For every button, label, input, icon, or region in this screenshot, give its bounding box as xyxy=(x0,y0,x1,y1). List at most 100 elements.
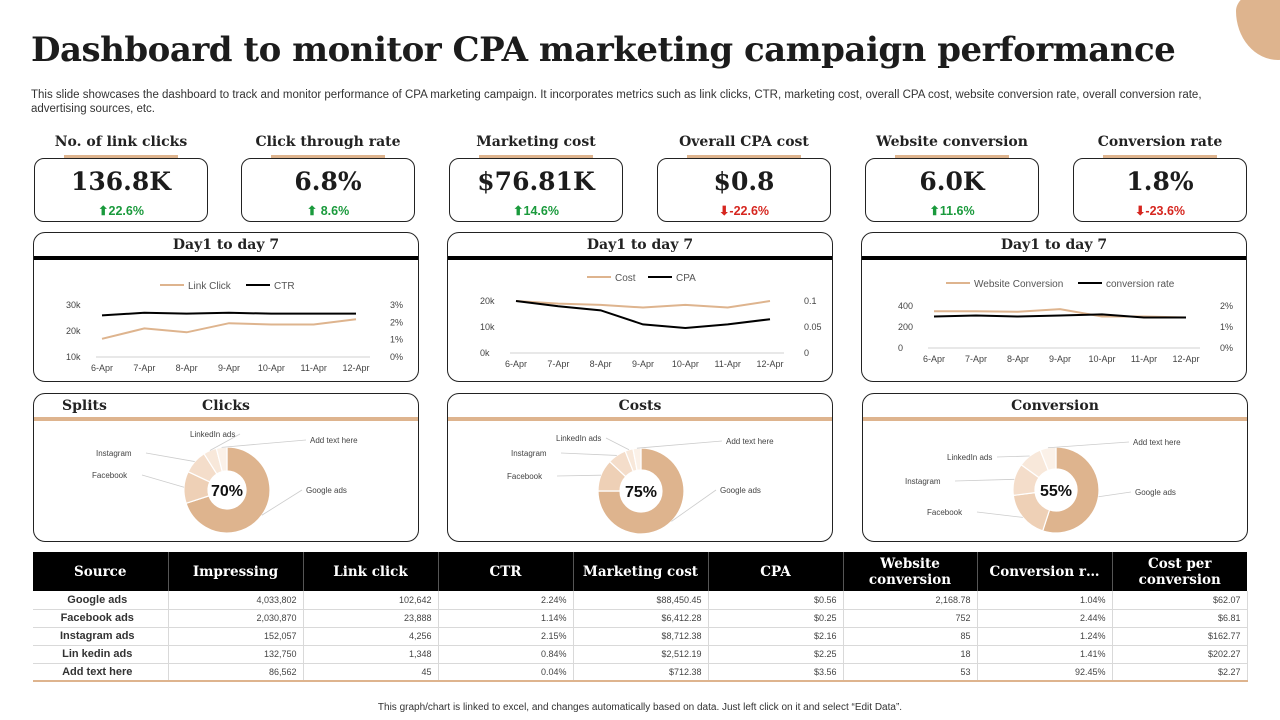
y-tick-left: 400 xyxy=(898,301,913,311)
x-tick-label: 9-Apr xyxy=(218,363,240,373)
y-tick-left: 30k xyxy=(66,300,81,310)
kpi-value: $76.81K xyxy=(477,167,595,196)
x-tick-label: 6-Apr xyxy=(91,363,113,373)
leader-line xyxy=(954,478,1015,482)
y-tick-left: 0k xyxy=(480,348,490,358)
leader-line xyxy=(1047,441,1130,449)
table-cell: $0.56 xyxy=(708,591,844,610)
table-cell: $8,712.38 xyxy=(573,627,709,646)
table-row: Instagram ads 152,057 4,256 2.15% $8,712.38 $… xyxy=(33,627,1248,646)
donut-clicks[interactable]: Google ads Facebook Instagram LinkedIn ads A… xyxy=(34,394,419,542)
kpi-accent-bar xyxy=(1103,155,1217,160)
title-divider xyxy=(448,417,832,421)
table-row-source: Facebook ads xyxy=(33,609,169,628)
x-tick-label: 7-Apr xyxy=(133,363,155,373)
kpi-change: ⬆ 8.6% xyxy=(306,204,350,218)
kpi-card: 136.8K ⬆22.6% xyxy=(34,158,208,222)
y-tick-right: 1% xyxy=(390,335,403,345)
donut-slice-add-text-here[interactable] xyxy=(215,446,228,473)
table-cell: 53 xyxy=(843,663,978,682)
x-tick-label: 10-Apr xyxy=(258,363,285,373)
table-cell: $6.81 xyxy=(1112,609,1248,628)
leader-line xyxy=(145,452,195,462)
source-table: Source Impressing Link click CTR Marketing c… xyxy=(33,552,1248,682)
y-tick-right: 0.1 xyxy=(804,296,817,306)
x-tick-label: 10-Apr xyxy=(1088,354,1115,364)
table-row: Google ads 4,033,802 102,642 2.24% $88,450.4… xyxy=(33,591,1248,610)
x-tick-label: 6-Apr xyxy=(505,359,527,369)
donut-center-value: 55% xyxy=(1040,483,1072,500)
donut-title: Conversion xyxy=(1011,398,1099,414)
series-line-cost[interactable] xyxy=(515,300,771,309)
x-tick-label: 8-Apr xyxy=(176,363,198,373)
kpi-accent-bar xyxy=(271,155,385,160)
line-chart-title: Day1 to day 7 xyxy=(1000,237,1108,253)
kpi-value: 1.8% xyxy=(1126,167,1194,196)
slice-label: LinkedIn ads xyxy=(556,434,601,443)
series-line-ctr[interactable] xyxy=(101,311,356,317)
leader-line xyxy=(556,474,602,477)
table-header-cell: Marketing cost xyxy=(573,552,709,591)
table-header-cell: CTR xyxy=(438,552,574,591)
slice-label: Add text here xyxy=(726,437,774,446)
series-line-conversion-rate[interactable] xyxy=(933,313,1186,319)
slice-label: Google ads xyxy=(1135,488,1176,497)
table-cell: 132,750 xyxy=(168,645,304,664)
leader-line xyxy=(560,452,617,456)
leader-line xyxy=(996,455,1030,458)
line-chart-costs[interactable]: Cost CPA 20k 10k 0k 0.1 0.05 0 6-Apr 7-Apr 8-Apr 9-… xyxy=(448,233,833,382)
table-cell: 1.04% xyxy=(977,591,1113,610)
donut-slice-google-ads[interactable] xyxy=(1041,446,1100,534)
page-subtitle: This slide showcases the dashboard to tr… xyxy=(31,89,1202,115)
table-cell: $62.07 xyxy=(1112,591,1248,610)
kpi-label: Marketing cost xyxy=(476,134,596,150)
kpi-label: Overall CPA cost xyxy=(679,134,809,150)
line-chart-clicks[interactable]: Link Click CTR 30k 20k 10k 3% 2% 1% 0% 6-Apr 7-Apr… xyxy=(34,233,419,382)
x-tick-label: 7-Apr xyxy=(965,354,987,364)
donut-costs[interactable]: Google ads Facebook Instagram LinkedIn ads A… xyxy=(448,394,833,542)
x-tick-label: 6-Apr xyxy=(923,354,945,364)
table-cell: 2.24% xyxy=(438,591,574,610)
source-table-wrapper: Source Impressing Link click CTR Marketing c… xyxy=(33,552,1248,682)
kpi-change: ⬇-23.6% xyxy=(1134,204,1186,218)
series-line-link-click[interactable] xyxy=(101,318,357,340)
y-tick-left: 0 xyxy=(898,343,903,353)
table-cell: 2,168.78 xyxy=(843,591,978,610)
kpi-change: ⬆11.6% xyxy=(929,204,975,218)
table-header-cell: Source xyxy=(33,552,169,591)
donut-slice-google-ads[interactable] xyxy=(185,446,271,534)
leader-line xyxy=(976,511,1023,518)
x-tick-label: 11-Apr xyxy=(714,359,740,369)
kpi-change: ⬆22.6% xyxy=(98,204,144,218)
kpi-change: ⬆14.6% xyxy=(513,204,559,218)
kpi-value: 6.0K xyxy=(919,167,985,196)
series-line-cpa[interactable] xyxy=(515,300,771,330)
legend-label: CTR xyxy=(274,281,295,292)
donut-costs-card: Costs Google ads Facebook Instagram LinkedI… xyxy=(447,393,833,542)
y-tick-right: 2% xyxy=(1220,301,1233,311)
leader-line xyxy=(141,474,185,488)
donut-slice-add-text-here[interactable] xyxy=(1039,446,1057,472)
donut-slice-add-text-here[interactable] xyxy=(632,447,642,472)
legend-label: Link Click xyxy=(188,281,232,292)
line-chart-conversion[interactable]: Website Conversion conversion rate 400 200 0… xyxy=(862,233,1247,382)
kpi-card: $76.81K ⬆14.6% xyxy=(449,158,623,222)
donut-slice-google-ads[interactable] xyxy=(597,447,685,535)
table-row-source: Lin kedin ads xyxy=(33,645,169,664)
y-tick-left: 200 xyxy=(898,322,913,332)
kpi-card: 1.8% ⬇-23.6% xyxy=(1073,158,1247,222)
table-cell: 102,642 xyxy=(303,591,439,610)
table-cell: 23,888 xyxy=(303,609,439,628)
table-cell: $6,412.28 xyxy=(573,609,709,628)
line-chart-clicks-card: Day1 to day 7 Link Click CTR 30k 20k 10k 3% 2%… xyxy=(33,232,419,382)
table-cell: 92.45% xyxy=(977,663,1113,682)
kpi-card: 6.0K ⬆11.6% xyxy=(865,158,1039,222)
y-tick-right: 3% xyxy=(390,300,403,310)
donut-hole xyxy=(621,471,661,511)
leader-line xyxy=(221,439,307,448)
donut-conversion[interactable]: Google ads Facebook Instagram LinkedIn ads A… xyxy=(863,394,1248,542)
kpi-accent-bar xyxy=(687,155,801,160)
y-tick-right: 0% xyxy=(390,352,403,362)
slice-label: Instagram xyxy=(511,449,547,458)
series-line-website-conversion[interactable] xyxy=(934,308,1187,319)
